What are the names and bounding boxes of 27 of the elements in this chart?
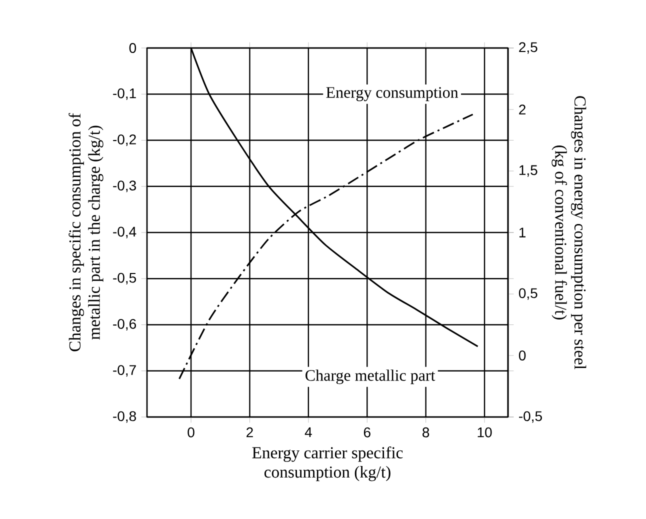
y-tick-label: -0,8 xyxy=(113,411,136,423)
y2-tick-label: 2 xyxy=(519,104,526,114)
x-tick-label: 8 xyxy=(422,427,430,438)
x-tick-label: 0 xyxy=(188,427,194,438)
y-axis-title: Changes in specific consumption of metallic part in the charge (kg/t) xyxy=(68,113,104,352)
y-tick-label: -0,7 xyxy=(113,365,136,377)
y2-tick-label: 1,5 xyxy=(519,165,538,177)
y-tick-label: 0 xyxy=(129,43,136,53)
y-tick-label: -0,6 xyxy=(113,318,136,331)
x-tick-label: 4 xyxy=(304,427,312,438)
x-axis-title: Energy carrier specific consumption (kg/t) xyxy=(252,446,403,482)
y-tick-label: -0,3 xyxy=(113,180,136,192)
x-tick-label: 6 xyxy=(364,427,370,438)
y-tick-label: -0,2 xyxy=(113,134,136,146)
y2-tick-label: 1 xyxy=(519,228,526,238)
y-tick-label: -0,4 xyxy=(113,226,136,238)
y2-axis-title: Changes in energy consumption per steel (kg of conventional fuel/t) xyxy=(552,96,586,370)
y2-tick-label: 0,5 xyxy=(518,288,538,300)
y-tick-label: -0,1 xyxy=(113,88,136,100)
y-tick-label: -0,5 xyxy=(113,272,136,284)
series-label: Energy consumption xyxy=(326,87,458,102)
y2-tick-label: 0 xyxy=(518,350,526,360)
text: Charge metallic part xyxy=(306,370,436,384)
y2-tick-label: -0,5 xyxy=(519,411,542,423)
x-tick-label: 2 xyxy=(246,427,253,438)
y2-tick-label: 2,5 xyxy=(519,42,538,54)
x-tick-label: 10 xyxy=(478,427,492,438)
